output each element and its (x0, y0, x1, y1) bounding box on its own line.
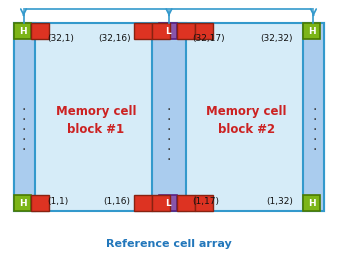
Bar (303, 195, 320, 211)
Text: ·: · (21, 133, 26, 147)
Text: ·: · (21, 123, 26, 137)
Text: ·: · (167, 133, 171, 147)
Bar (14, 195, 31, 211)
Text: ·: · (21, 113, 26, 127)
Bar (14, 23, 35, 211)
Text: Memory cell
block #1: Memory cell block #1 (55, 105, 136, 136)
Text: (32,32): (32,32) (260, 35, 293, 44)
Text: H: H (308, 199, 315, 208)
Text: Reference cell array: Reference cell array (106, 239, 232, 249)
Bar (195, 23, 213, 39)
Text: ·: · (167, 153, 171, 167)
Text: ·: · (312, 113, 317, 127)
Text: L: L (165, 199, 171, 208)
Bar (14, 23, 31, 39)
Text: (32,16): (32,16) (98, 35, 130, 44)
Text: (1,16): (1,16) (103, 197, 130, 206)
Text: ·: · (21, 143, 26, 157)
Bar (303, 23, 324, 211)
Bar (31, 195, 49, 211)
Text: H: H (19, 199, 26, 208)
Bar (195, 195, 213, 211)
Bar (14, 23, 324, 211)
Text: ·: · (167, 113, 171, 127)
Bar (159, 195, 177, 211)
Text: (1,1): (1,1) (47, 197, 69, 206)
Bar (152, 195, 170, 211)
Text: ·: · (312, 143, 317, 157)
Bar (135, 23, 152, 39)
Text: ·: · (312, 103, 317, 117)
Text: L: L (165, 27, 171, 36)
Text: ·: · (167, 123, 171, 137)
Bar (152, 23, 170, 39)
Text: H: H (308, 27, 315, 36)
Text: ·: · (312, 123, 317, 137)
Bar (135, 195, 152, 211)
Text: ·: · (312, 133, 317, 147)
Text: (1,32): (1,32) (266, 197, 293, 206)
Text: ·: · (21, 103, 26, 117)
Text: Memory cell
block #2: Memory cell block #2 (206, 105, 286, 136)
Text: (32,17): (32,17) (192, 35, 224, 44)
Text: ·: · (167, 103, 171, 117)
Bar (177, 195, 195, 211)
Text: (32,1): (32,1) (47, 35, 74, 44)
Text: H: H (19, 27, 26, 36)
Bar (159, 23, 177, 39)
Bar (303, 23, 320, 39)
Text: ·: · (167, 143, 171, 157)
Bar (31, 23, 49, 39)
Text: (1,17): (1,17) (192, 197, 219, 206)
Bar (152, 23, 186, 211)
Bar (177, 23, 195, 39)
